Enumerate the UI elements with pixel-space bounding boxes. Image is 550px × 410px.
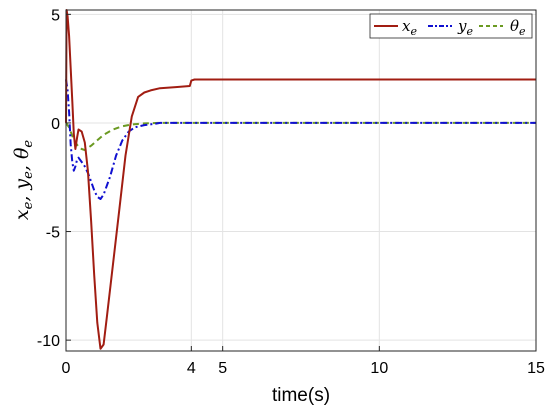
x-tick-label: 5 xyxy=(218,360,227,377)
y-tick-label: 5 xyxy=(51,7,60,24)
x-axis-title: time(s) xyxy=(272,385,330,406)
series-line-2 xyxy=(65,121,536,152)
x-ticks: 0 4 5 10 15 xyxy=(62,346,545,377)
y-tick-label: -5 xyxy=(46,225,60,242)
y-tick-label: 0 xyxy=(51,116,60,133)
series-group xyxy=(65,9,536,350)
series-line-1 xyxy=(65,79,536,200)
y-ticks: 5 0 -5 -10 xyxy=(37,7,71,350)
svg-text:xe, ye, θe: xe, ye, θe xyxy=(11,140,36,220)
legend-label-0: xe xyxy=(402,17,417,38)
plot-border xyxy=(65,9,537,352)
legend-label-2: θe xyxy=(510,17,526,38)
y-axis-title: xe, ye, θe xyxy=(11,140,36,220)
plot-area xyxy=(66,10,536,351)
x-tick-label: 15 xyxy=(527,360,545,377)
x-tick-label: 4 xyxy=(187,360,196,377)
y-tick-label: -10 xyxy=(37,333,60,350)
legend-label-1: ye xyxy=(457,17,473,38)
legend: xe ye θe xyxy=(369,13,533,39)
x-tick-label: 10 xyxy=(370,360,388,377)
series-line-0 xyxy=(65,9,536,350)
x-tick-label: 0 xyxy=(62,360,71,377)
